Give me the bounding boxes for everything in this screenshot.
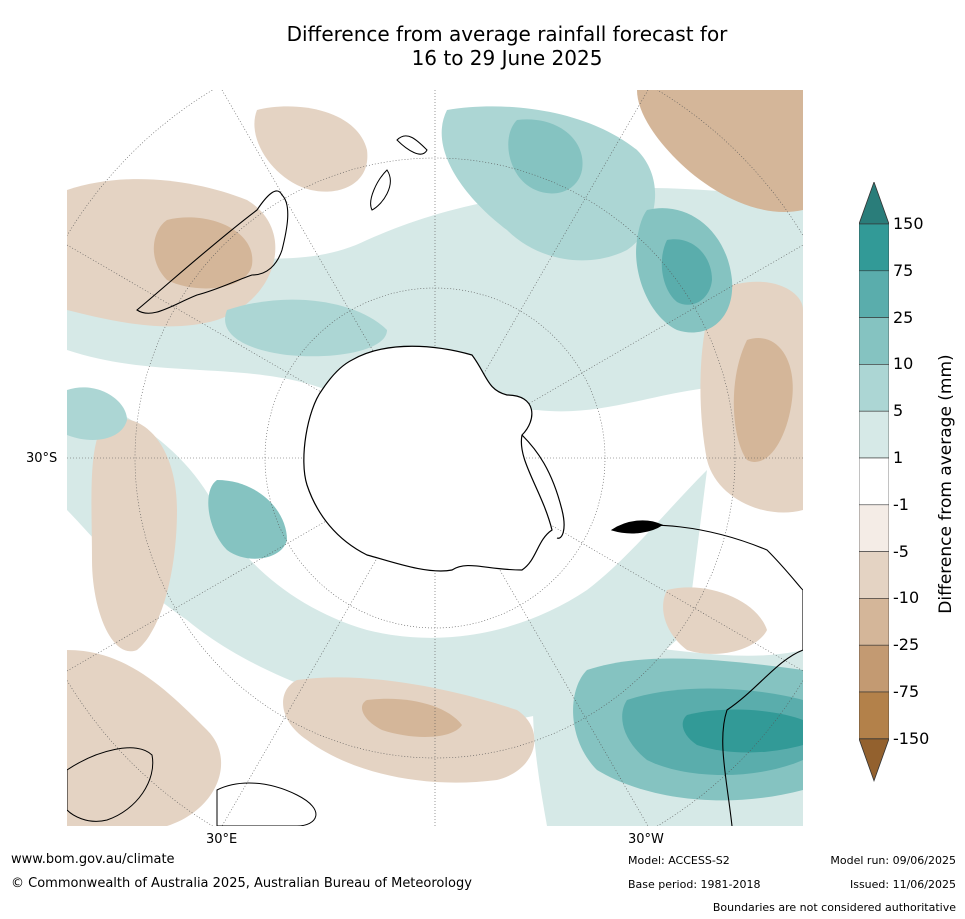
south-america-outline	[611, 524, 803, 826]
field-teal-11	[67, 387, 127, 440]
legend-band	[859, 410, 889, 459]
legend-tick-label: -25	[893, 635, 920, 655]
model-name: Model: ACCESS-S2	[628, 854, 730, 867]
antarctic-peninsula	[521, 434, 565, 539]
tierra-del-fuego	[610, 520, 663, 534]
field-brown-11	[663, 587, 767, 654]
field-teal-6	[225, 299, 387, 357]
graticule	[67, 90, 803, 826]
legend-tick-label: -150	[893, 728, 930, 748]
issued-date: Issued: 11/06/2025	[849, 878, 956, 891]
legend-band	[859, 598, 889, 646]
map-svg	[67, 90, 803, 826]
new-zealand-north	[396, 135, 428, 155]
title-line-2: 16 to 29 June 2025	[411, 46, 603, 70]
new-zealand-south	[370, 169, 391, 211]
map-title: Difference from average rainfall forecas…	[67, 22, 947, 70]
website-url: www.bom.gov.au/climate	[11, 852, 175, 867]
madagascar-outline	[216, 782, 317, 826]
field-brown-4	[637, 90, 803, 212]
base-period: Base period: 1981-2018	[628, 878, 761, 891]
field-brown-6	[733, 338, 793, 462]
legend-band	[859, 223, 889, 272]
boundary-disclaimer: Boundaries are not considered authoritat…	[712, 901, 956, 914]
legend-band	[859, 691, 889, 740]
antarctica-outline	[303, 345, 553, 572]
legend-band	[859, 551, 889, 599]
copyright-notice: © Commonwealth of Australia 2025, Austra…	[11, 876, 472, 891]
field-brown-10	[362, 698, 462, 737]
legend-tick-label: -75	[893, 682, 920, 701]
legend-band	[859, 457, 889, 506]
legend-tick-label: -5	[893, 541, 909, 561]
legend-tick-label: 10	[893, 354, 914, 374]
lon-label-30w: 30°W	[628, 832, 664, 847]
legend-tick-label: 1	[893, 448, 904, 467]
lon-label-30e: 30°E	[206, 832, 238, 847]
field-teal-10	[682, 709, 803, 753]
africa-outline	[67, 747, 154, 822]
lat-label-30s: 30°S	[26, 451, 58, 466]
rainfall-map	[67, 90, 803, 826]
legend-tick-label: -10	[893, 588, 920, 608]
legend-band	[859, 270, 889, 318]
legend-band	[859, 644, 889, 693]
legend-label: Difference from average (mm)	[936, 354, 956, 614]
field-teal-7	[208, 480, 287, 559]
legend-extend-low	[859, 738, 889, 782]
title-line-1: Difference from average rainfall forecas…	[286, 22, 728, 46]
model-run-date: Model run: 09/06/2025	[830, 854, 956, 867]
legend-band	[859, 317, 889, 365]
field-teal-3	[508, 119, 583, 194]
field-brown-3	[254, 106, 368, 192]
field-teal-1b	[67, 390, 707, 722]
field-teal-5	[661, 239, 712, 305]
australia-outline	[136, 190, 289, 314]
legend-band	[859, 504, 889, 552]
legend-tick-label: 25	[893, 307, 914, 327]
legend-extend-high	[859, 182, 889, 225]
legend-tick-label: 75	[893, 260, 914, 280]
legend-band	[859, 364, 889, 412]
legend-tick-label: -1	[893, 494, 909, 514]
field-brown-8	[67, 650, 222, 826]
field-brown-7	[91, 418, 177, 652]
legend-tick-label: 5	[893, 401, 904, 421]
legend-tick-label: 150	[893, 214, 924, 233]
legend-colorbar	[859, 182, 889, 782]
